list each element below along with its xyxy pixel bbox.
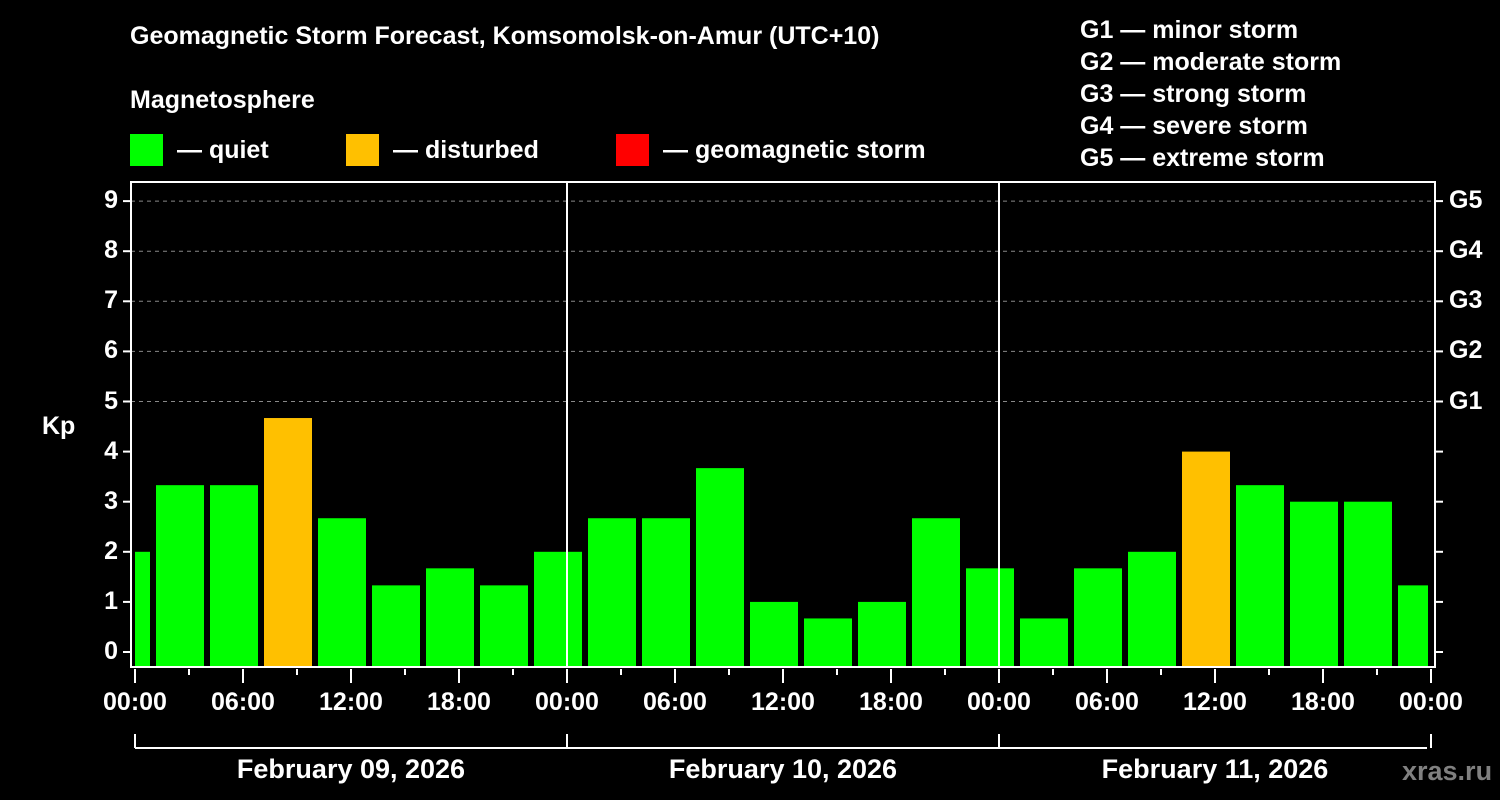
kp-bar <box>1344 501 1392 667</box>
kp-bar <box>912 518 960 667</box>
y-tick-label: 7 <box>104 286 118 315</box>
chart-title: Geomagnetic Storm Forecast, Komsomolsk-o… <box>130 22 880 50</box>
kp-bar <box>480 585 528 667</box>
y-tick-label: 3 <box>104 486 118 515</box>
x-tick-label: 06:00 <box>1075 688 1139 716</box>
date-label: February 10, 2026 <box>668 754 898 784</box>
kp-bar <box>264 418 312 667</box>
kp-bar <box>1020 618 1068 667</box>
kp-bar <box>966 568 1014 667</box>
kp-bar <box>1290 501 1338 667</box>
x-tick-label: 00:00 <box>535 688 599 716</box>
x-tick-label: 00:00 <box>1399 688 1463 716</box>
x-tick-label: 18:00 <box>859 688 923 716</box>
x-tick-label: 06:00 <box>643 688 707 716</box>
kp-bar <box>210 485 258 667</box>
y-tick-label: 9 <box>104 186 118 215</box>
kp-bar <box>372 585 420 667</box>
kp-bar <box>1128 551 1176 667</box>
kp-bar <box>858 601 906 667</box>
legend-disturbed: — disturbed <box>346 134 539 166</box>
kp-bar <box>135 551 150 667</box>
disturbed-swatch-icon <box>346 134 379 166</box>
x-tick-label: 00:00 <box>967 688 1031 716</box>
x-tick-label: 00:00 <box>103 688 167 716</box>
g-tick-label: G5 <box>1449 186 1483 215</box>
y-tick-label: 6 <box>104 336 118 365</box>
kp-bar <box>588 518 636 667</box>
kp-bar <box>1236 485 1284 667</box>
kp-bar <box>750 601 798 667</box>
x-tick-label: 12:00 <box>319 688 383 716</box>
y-tick-label: 1 <box>104 586 118 615</box>
x-tick-label: 12:00 <box>1183 688 1247 716</box>
legend-quiet: — quiet <box>130 134 269 166</box>
legend-disturbed-label: — disturbed <box>393 135 539 164</box>
kp-bar <box>318 518 366 667</box>
kp-bar <box>1398 585 1428 667</box>
date-label: February 09, 2026 <box>236 754 466 784</box>
g3-legend: G3 — strong storm <box>1080 80 1307 108</box>
kp-bar <box>804 618 852 667</box>
y-tick-label: 4 <box>104 436 118 465</box>
g-tick-label: G2 <box>1449 336 1483 365</box>
y-axis-label: Kp <box>42 412 76 440</box>
g-scale-legend: G1 — minor storm G2 — moderate storm G3 … <box>1080 14 1341 174</box>
kp-bar <box>156 485 204 667</box>
x-tick-label: 18:00 <box>1291 688 1355 716</box>
g4-legend: G4 — severe storm <box>1080 112 1308 140</box>
date-label: February 11, 2026 <box>1101 754 1329 784</box>
g-tick-label: G4 <box>1449 236 1483 265</box>
g1-legend: G1 — minor storm <box>1080 16 1299 44</box>
kp-bar <box>696 468 744 667</box>
g2-legend: G2 — moderate storm <box>1080 48 1342 76</box>
x-tick-label: 12:00 <box>751 688 815 716</box>
storm-swatch-icon <box>616 134 649 166</box>
legend-storm: — geomagnetic storm <box>616 134 926 166</box>
x-tick-label: 18:00 <box>427 688 491 716</box>
g5-legend: G5 — extreme storm <box>1080 144 1325 172</box>
g-tick-label: G1 <box>1449 386 1483 415</box>
kp-bar <box>642 518 690 667</box>
legend-quiet-label: — quiet <box>177 135 269 164</box>
y-tick-label: 0 <box>104 637 118 665</box>
y-tick-label: 2 <box>104 536 118 565</box>
plot-frame <box>130 181 1436 668</box>
kp-bar <box>426 568 474 667</box>
watermark: xras.ru <box>1402 756 1493 786</box>
g-tick-label: G3 <box>1449 286 1483 315</box>
kp-bar <box>1074 568 1122 667</box>
y-tick-label: 8 <box>104 236 118 265</box>
legend-storm-label: — geomagnetic storm <box>663 135 926 164</box>
y-tick-label: 5 <box>104 386 118 415</box>
kp-bar <box>1182 451 1230 667</box>
legend-title: Magnetosphere <box>130 86 315 114</box>
quiet-swatch-icon <box>130 134 163 166</box>
x-tick-label: 06:00 <box>211 688 275 716</box>
kp-bar <box>534 551 582 667</box>
